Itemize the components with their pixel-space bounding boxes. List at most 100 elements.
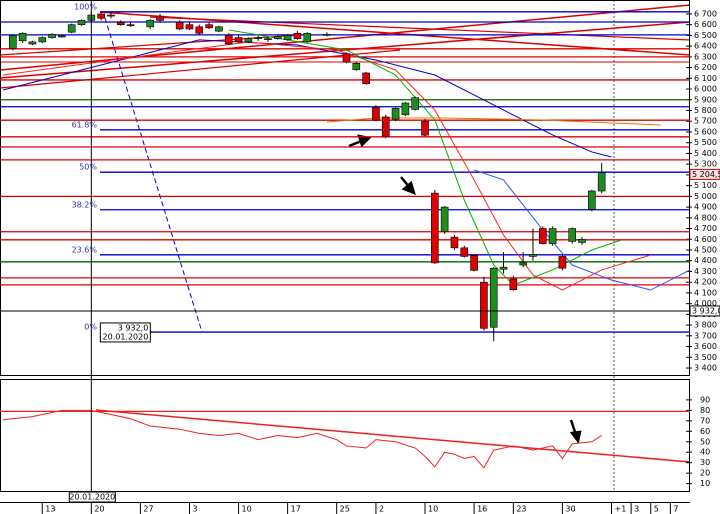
fib-label: 100%: [74, 2, 97, 11]
y-tick-label: 3 400: [694, 364, 717, 373]
y-tick-label: 5 900: [694, 95, 717, 104]
y-tick-label: 4 700: [694, 224, 717, 233]
candle-body: [470, 255, 478, 271]
candle-body: [244, 38, 253, 43]
y-tick-label: 4 100: [694, 288, 717, 297]
y-tick-label: 4 300: [694, 267, 717, 276]
fib-label: 50%: [79, 163, 97, 172]
y-tick-label: 6 100: [694, 74, 717, 83]
y-tick-label: 20: [700, 469, 710, 478]
y-tick-label: 70: [700, 416, 710, 425]
candle-body: [431, 192, 439, 264]
candle-body: [538, 228, 547, 244]
x-tick-label: +1: [614, 505, 626, 514]
candle-body: [421, 120, 429, 136]
candle-body: [597, 172, 606, 192]
candle-body: [509, 278, 518, 290]
candle-body: [303, 32, 312, 43]
axis-cursor-date: 20.01.2020: [69, 493, 115, 502]
y-tick-label: 3 800: [694, 321, 717, 330]
line-series: [2, 409, 602, 469]
trend-line: [149, 16, 691, 41]
trend-line: [0, 4, 691, 71]
line-series: [473, 169, 691, 291]
date-box: [68, 491, 116, 503]
axis-cursor-value: 3 932,0: [692, 306, 720, 315]
line-series: [228, 29, 622, 286]
candle-body: [97, 13, 105, 19]
x-tick-label: 30: [565, 505, 575, 514]
y-tick-label: 4 000: [694, 299, 717, 308]
y-tick-label: 4 400: [694, 256, 717, 265]
x-tick-label: 10: [428, 505, 438, 514]
candle-body: [126, 24, 135, 27]
candle-body: [58, 35, 66, 38]
candle-body: [234, 37, 243, 43]
candle-body: [391, 108, 400, 120]
candle-body: [568, 228, 577, 242]
candle-body: [146, 20, 155, 28]
candle-body: [352, 63, 361, 71]
fib-label: 38.2%: [72, 200, 98, 209]
candle-body: [401, 102, 410, 116]
candle-body: [116, 22, 125, 25]
candle-body: [195, 26, 204, 34]
candle-body: [264, 38, 272, 40]
y-tick-label: 5 400: [694, 149, 717, 158]
last-price-box: [689, 168, 720, 180]
arrow-head: [569, 430, 582, 444]
trend-line: [95, 409, 691, 463]
candle-body: [578, 238, 586, 243]
y-tick-label: 6 700: [694, 9, 717, 18]
candle-body: [499, 266, 508, 270]
x-tick-label: 20: [94, 505, 104, 514]
candle-body: [558, 256, 567, 269]
y-tick-label: 5 500: [694, 138, 717, 147]
candle-body: [411, 97, 420, 110]
y-tick-label: 4 600: [694, 235, 717, 244]
y-tick-label: 5 600: [694, 127, 717, 136]
y-tick-label: 6 600: [694, 20, 717, 29]
x-tick-label: 3: [192, 505, 197, 514]
fib-label: 61.8%: [72, 120, 98, 129]
cursor-date: 20.01.2020: [103, 332, 149, 341]
y-tick-label: 5 800: [694, 106, 717, 115]
x-tick-label: 17: [291, 505, 301, 514]
candle-body: [107, 14, 115, 17]
candle-body: [323, 34, 331, 36]
cursor-box: [99, 322, 151, 343]
candle-body: [460, 247, 469, 257]
candle-body: [283, 35, 292, 40]
candle-body: [156, 15, 164, 21]
x-tick-label: 3: [634, 505, 639, 514]
y-tick-label: 5 100: [694, 181, 717, 190]
y-tick-label: 3 500: [694, 353, 717, 362]
x-tick-label: 16: [477, 505, 487, 514]
candle-body: [548, 228, 557, 244]
y-tick-label: 50: [700, 437, 710, 446]
y-tick-label: 90: [700, 395, 710, 404]
arrow-head: [401, 180, 416, 196]
y-tick-label: 5 300: [694, 160, 717, 169]
candle-body: [67, 24, 76, 33]
y-tick-label: 60: [700, 427, 710, 436]
candle-body: [588, 190, 596, 210]
y-tick-label: 3 700: [694, 331, 717, 340]
candle-body: [18, 32, 27, 42]
y-tick-label: 6 200: [694, 63, 717, 72]
candle-body: [480, 281, 488, 329]
y-tick-label: 10: [700, 479, 710, 488]
candle-body: [77, 20, 86, 25]
candle-body: [489, 267, 498, 328]
x-tick-label: 10: [242, 505, 252, 514]
y-tick-label: 3 600: [694, 342, 717, 351]
axis-value-box: [689, 305, 720, 317]
y-tick-label: 80: [700, 406, 710, 415]
trend-line: [104, 17, 203, 333]
candle-body: [529, 253, 537, 257]
y-tick-label: 4 500: [694, 246, 717, 255]
candle-body: [175, 22, 184, 30]
